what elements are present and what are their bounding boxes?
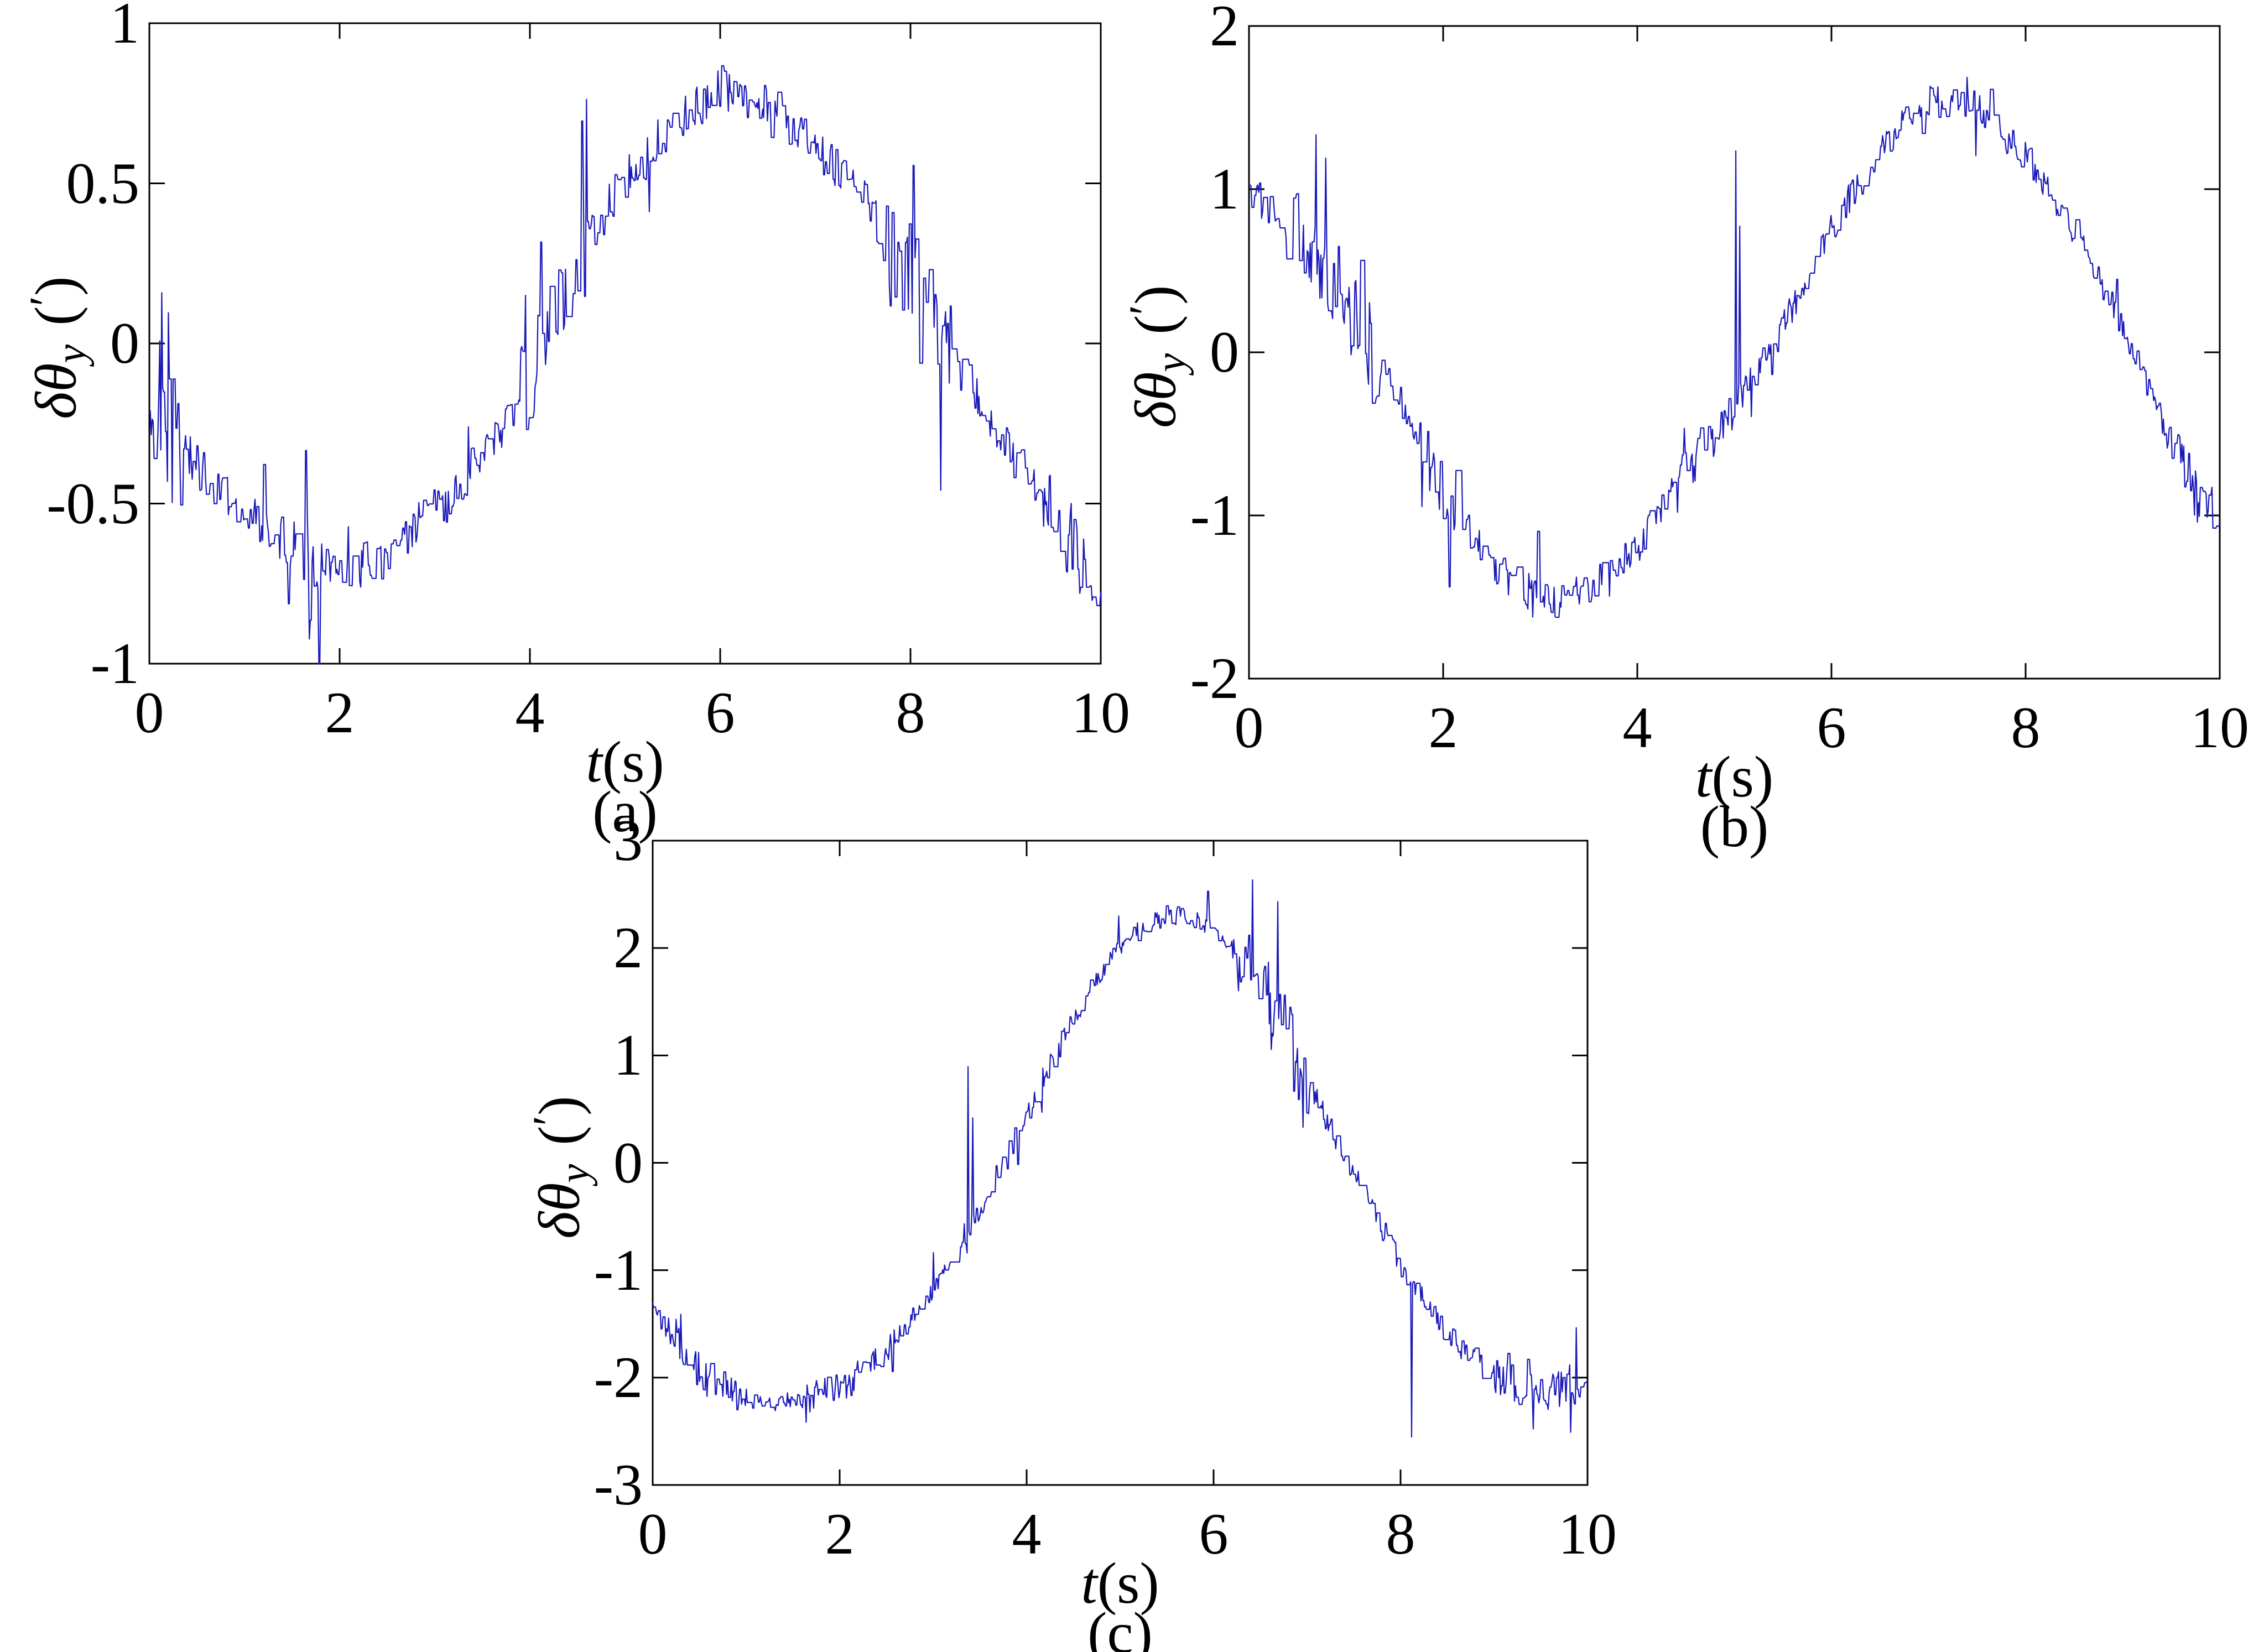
- panel-c-plot: [652, 840, 1589, 1486]
- tick-label: 8: [2011, 695, 2041, 760]
- tick-label: 4: [1622, 695, 1652, 760]
- signal-line: [148, 65, 1102, 665]
- tick-label: 2: [1428, 695, 1458, 760]
- tick-label: 0.5: [66, 150, 140, 216]
- tick-label: -2: [1190, 646, 1239, 711]
- plot-box: [1248, 25, 2221, 680]
- panel-b-plot: [1248, 25, 2221, 680]
- tick-label: 2: [613, 915, 643, 981]
- tick-label: 6: [705, 680, 735, 745]
- tick-label: -3: [594, 1452, 643, 1517]
- x-axis-label: t(s): [1081, 1551, 1159, 1615]
- tick-label: -1: [594, 1237, 643, 1302]
- panel-label: (a): [592, 779, 658, 844]
- x-axis-label: t(s): [586, 729, 664, 794]
- panel-label: (c): [1087, 1601, 1153, 1652]
- tick-label: -1: [90, 631, 139, 696]
- signal-line: [1249, 76, 2220, 618]
- signal-line: [652, 879, 1588, 1438]
- tick-label: 1: [1210, 157, 1239, 221]
- plot-box: [148, 22, 1102, 665]
- tick-label: 2: [1210, 0, 1239, 58]
- panel-label: (b): [1700, 794, 1769, 859]
- tick-label: -1: [1190, 483, 1239, 548]
- tick-label: -2: [594, 1344, 643, 1410]
- x-axis-label: t(s): [1695, 744, 1774, 809]
- tick-label: 0: [110, 311, 139, 376]
- tick-label: -0.5: [46, 471, 139, 536]
- tick-label: 4: [515, 680, 545, 745]
- tick-label: 6: [1199, 1502, 1229, 1566]
- tick-label: 0: [1210, 320, 1239, 384]
- tick-label: 3: [613, 808, 643, 873]
- tick-label: 8: [1386, 1502, 1415, 1566]
- tick-label: 6: [1817, 695, 1846, 760]
- tick-label: 4: [1012, 1502, 1042, 1566]
- tick-label: 2: [825, 1502, 855, 1566]
- tick-label: 10: [1558, 1502, 1617, 1566]
- tick-label: 0: [134, 680, 164, 745]
- tick-label: 1: [110, 0, 139, 55]
- tick-label: 2: [325, 680, 355, 745]
- tick-label: 0: [1234, 695, 1264, 760]
- tick-label: 0: [638, 1502, 668, 1566]
- tick-label: 0: [613, 1130, 643, 1195]
- plot-box: [652, 840, 1589, 1486]
- tick-label: 8: [896, 680, 925, 745]
- panel-a-plot: [148, 22, 1102, 665]
- tick-label: 10: [2190, 695, 2249, 760]
- tick-label: 1: [613, 1023, 643, 1088]
- tick-label: 10: [1071, 680, 1130, 745]
